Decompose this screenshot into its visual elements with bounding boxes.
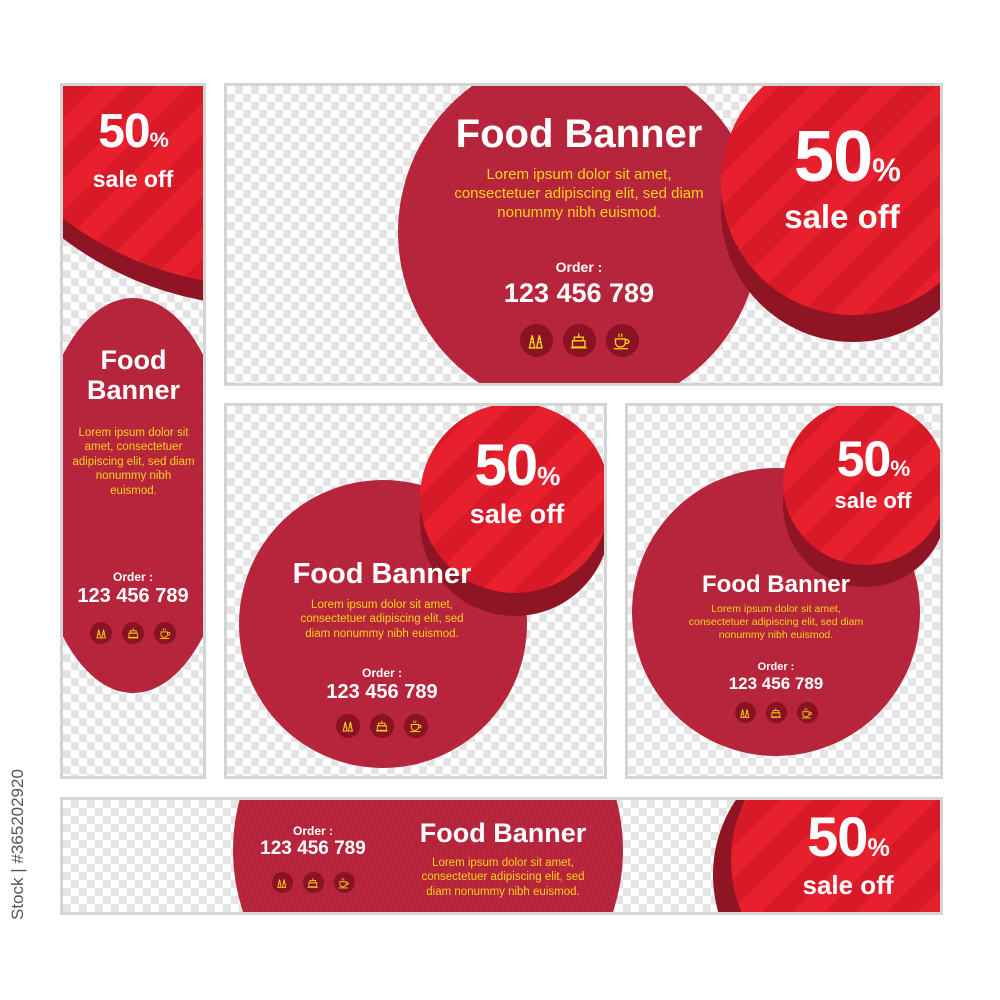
cake-icon <box>302 872 324 893</box>
vertical-banner: 50% sale off Food Banner Lorem ipsum dol… <box>60 83 206 779</box>
order-label: Order : <box>555 259 603 275</box>
sale-text: sale off <box>469 499 565 529</box>
banner-body: Lorem ipsum dolor sit amet, consectetuer… <box>72 427 195 497</box>
wide-banner: Food Banner Lorem ipsum dolor sit amet, … <box>224 83 943 386</box>
pastry-icon <box>90 622 112 644</box>
cake-icon <box>765 702 787 723</box>
sale-text: sale off <box>834 488 912 513</box>
sale-percent: 50% <box>807 805 890 868</box>
square-banner: 50% sale off Food Banner Lorem ipsum dol… <box>224 403 607 779</box>
order-label: Order : <box>361 666 402 680</box>
phone-number: 123 456 789 <box>326 681 438 703</box>
pastry-icon <box>271 872 293 893</box>
banner-title: Food Banner <box>419 818 587 848</box>
cake-icon <box>370 714 394 738</box>
banner-body: Lorem ipsum dolor sit amet, consectetuer… <box>421 857 585 898</box>
food-icons <box>429 324 729 357</box>
cake-icon <box>562 324 596 357</box>
phone-number: 123 456 789 <box>260 838 366 859</box>
food-icons <box>63 622 203 644</box>
sale-percent: 50% <box>474 433 561 498</box>
phone-number: 123 456 789 <box>728 674 824 693</box>
phone-number: 123 456 789 <box>503 278 655 308</box>
banner-body: Lorem ipsum dolor sit amet, consectetuer… <box>688 603 864 642</box>
banner-body: Lorem ipsum dolor sit amet, consectetuer… <box>300 599 464 640</box>
square-banner-small: 50% sale off Food Banner Lorem ipsum dol… <box>625 403 943 779</box>
banner-title: Food Banner <box>702 571 850 598</box>
sale-percent: 50% <box>794 117 901 197</box>
sale-percent: 50% <box>98 105 169 158</box>
order-label: Order : <box>292 824 333 838</box>
info-circle <box>233 800 623 912</box>
cake-icon <box>122 622 144 644</box>
sale-circle <box>731 800 940 912</box>
banner-title: Food Banner <box>86 345 181 405</box>
banner-title: Food Banner <box>292 558 472 590</box>
coffee-cup-icon <box>796 702 818 723</box>
sale-percent: 50% <box>836 431 911 487</box>
leaderboard-banner: Order : 123 456 789 Food Banner Lorem ip… <box>60 797 943 915</box>
pastry-icon <box>519 324 553 357</box>
stock-watermark: Stock | #365202920 <box>8 769 27 920</box>
phone-number: 123 456 789 <box>77 585 189 607</box>
sale-circle <box>420 406 604 593</box>
sale-text: sale off <box>802 870 894 900</box>
sale-circle <box>783 406 940 565</box>
order-label: Order : <box>757 661 795 673</box>
food-icons <box>247 714 517 738</box>
coffee-cup-icon <box>333 872 355 893</box>
pastry-icon <box>734 702 756 723</box>
banner-title: Food Banner <box>455 112 703 156</box>
coffee-cup-icon <box>404 714 428 738</box>
coffee-cup-icon <box>605 324 639 357</box>
sale-text: sale off <box>92 166 174 192</box>
food-icons <box>638 702 914 723</box>
order-label: Order : <box>112 570 153 584</box>
food-icons <box>253 872 373 893</box>
sale-text: sale off <box>784 198 900 235</box>
pastry-icon <box>336 714 360 738</box>
coffee-cup-icon <box>154 622 176 644</box>
banner-body: Lorem ipsum dolor sit amet, consectetuer… <box>454 166 704 221</box>
